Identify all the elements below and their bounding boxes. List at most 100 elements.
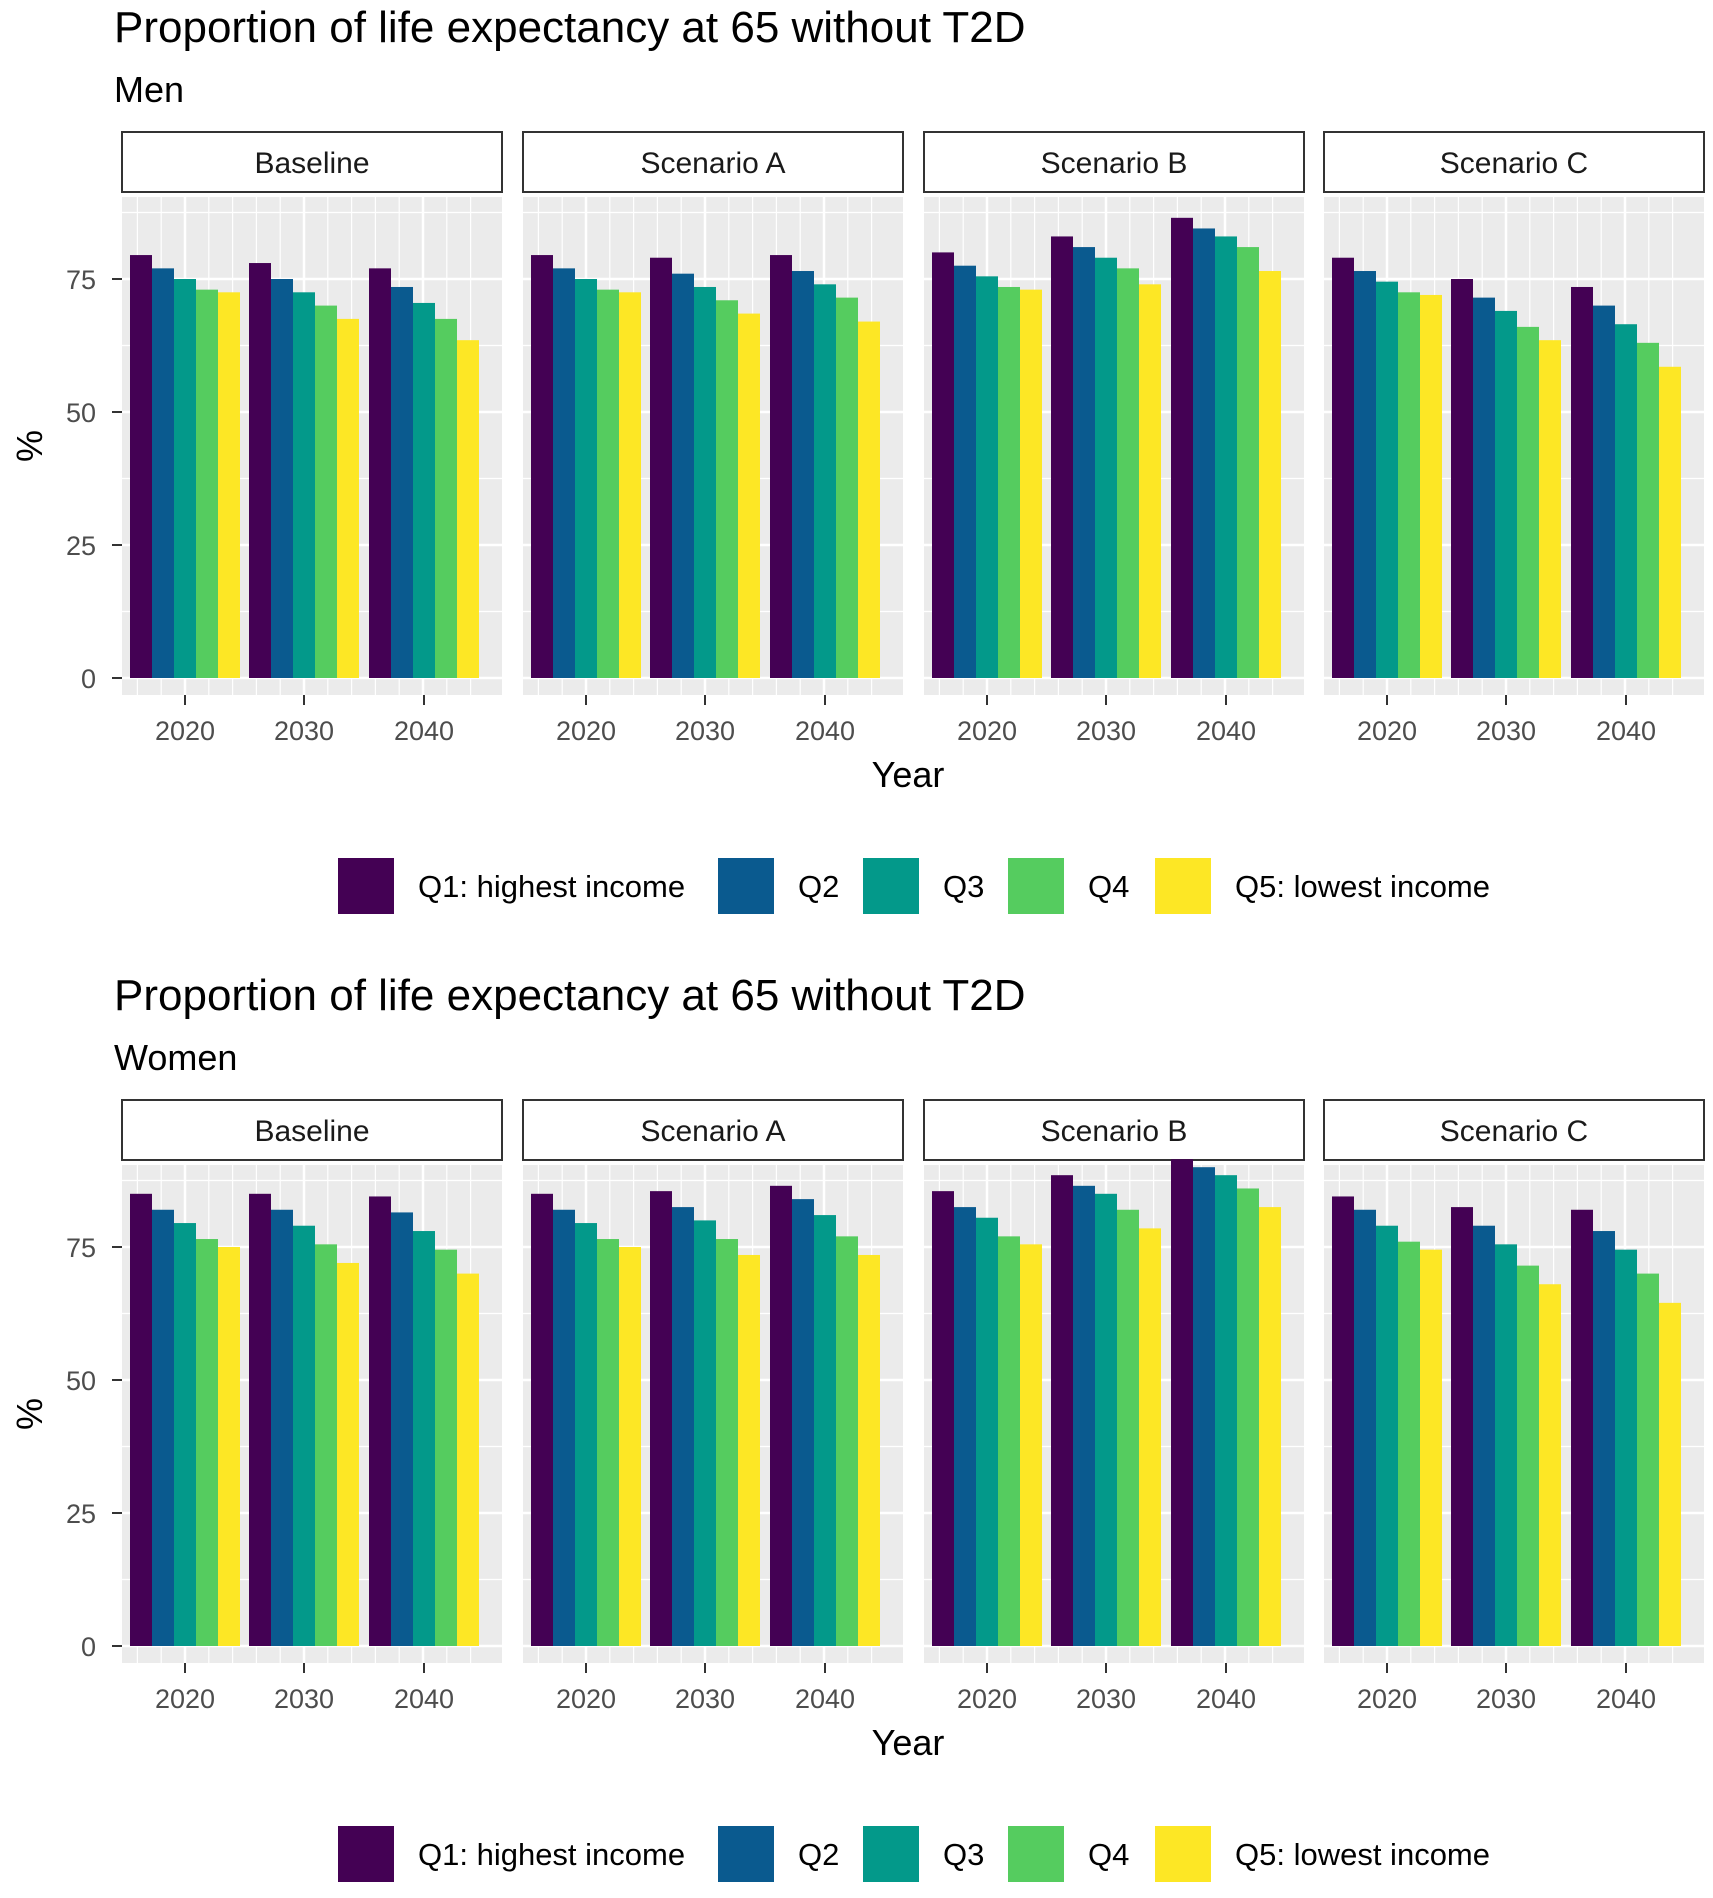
facet-strip-label: Scenario A: [640, 1115, 785, 1148]
chart-subtitle: Women: [114, 1037, 237, 1078]
bar-q4: [1398, 292, 1420, 678]
bar-q5: [1420, 1249, 1442, 1646]
bar-q2: [1193, 228, 1215, 678]
bar-q1: [1051, 236, 1073, 678]
facet-strip-label: Baseline: [254, 147, 369, 180]
bar-q3: [694, 1220, 716, 1646]
bar-q3: [1495, 310, 1517, 678]
legend-label-q2: Q2: [798, 1837, 839, 1872]
x-tick-label: 2040: [394, 1684, 454, 1714]
bar-q1: [1051, 1175, 1073, 1646]
legend-label-q4: Q4: [1088, 1837, 1129, 1872]
bar-q4: [435, 1249, 457, 1646]
bar-q2: [1073, 1185, 1095, 1646]
bar-q3: [293, 292, 315, 678]
legend-swatch-q3: [863, 858, 919, 914]
chart-subtitle: Men: [114, 69, 184, 110]
bar-q3: [293, 1225, 315, 1646]
bar-q1: [1571, 286, 1593, 678]
bar-q2: [271, 1209, 293, 1646]
legend-label-q3: Q3: [943, 1837, 984, 1872]
bar-q2: [1593, 1231, 1615, 1646]
legend-swatch-q3: [863, 1826, 919, 1882]
x-tick-label: 2020: [1357, 716, 1417, 746]
chart-men: Proportion of life expectancy at 65 with…: [9, 3, 1705, 914]
x-tick-label: 2030: [675, 1684, 735, 1714]
bar-q4: [1517, 1265, 1539, 1646]
bar-q4: [836, 297, 858, 678]
legend-label-q1: Q1: highest income: [418, 1837, 685, 1872]
bar-q5: [858, 321, 880, 678]
y-axis-title: %: [9, 430, 50, 462]
bar-q2: [553, 268, 575, 678]
bar-q1: [770, 255, 792, 678]
bar-q1: [369, 268, 391, 678]
bar-q5: [1020, 289, 1042, 678]
bar-q2: [553, 1209, 575, 1646]
bar-q3: [1095, 1193, 1117, 1646]
bar-q2: [1473, 297, 1495, 678]
bar-q5: [1259, 1207, 1281, 1646]
bar-q1: [770, 1185, 792, 1646]
bar-q3: [575, 1223, 597, 1646]
facet-strip-label: Scenario C: [1440, 147, 1588, 180]
bar-q2: [391, 286, 413, 678]
legend-label-q1: Q1: highest income: [418, 869, 685, 904]
bar-q5: [457, 1273, 479, 1646]
x-tick-label: 2030: [675, 716, 735, 746]
x-tick-label: 2030: [1476, 716, 1536, 746]
bar-q5: [1659, 1302, 1681, 1646]
bar-q5: [1659, 366, 1681, 678]
bar-q4: [1237, 1188, 1259, 1646]
bar-q3: [1095, 257, 1117, 678]
x-tick-label: 2030: [1476, 1684, 1536, 1714]
bar-q1: [130, 1193, 152, 1646]
legend-label-q2: Q2: [798, 869, 839, 904]
chart-women: Proportion of life expectancy at 65 with…: [9, 971, 1705, 1882]
bar-q4: [716, 300, 738, 678]
y-tick-label: 0: [81, 1632, 96, 1662]
chart-title: Proportion of life expectancy at 65 with…: [114, 971, 1025, 1020]
bar-q5: [1259, 271, 1281, 678]
bar-q3: [976, 1217, 998, 1646]
legend-swatch-q1: [338, 858, 394, 914]
facet-strip: [121, 131, 503, 193]
legend-label-q4: Q4: [1088, 869, 1129, 904]
bar-q5: [1139, 1228, 1161, 1646]
bar-q3: [1215, 236, 1237, 678]
legend-swatch-q1: [338, 1826, 394, 1882]
bar-q1: [531, 1193, 553, 1646]
bar-q5: [1539, 340, 1561, 678]
bar-q4: [1637, 342, 1659, 678]
bar-q4: [998, 1236, 1020, 1646]
x-tick-label: 2040: [1196, 1684, 1256, 1714]
bar-q2: [1193, 1167, 1215, 1646]
bar-q3: [814, 284, 836, 678]
bar-q5: [1539, 1284, 1561, 1646]
bar-q3: [1376, 281, 1398, 678]
x-tick-label: 2030: [1076, 1684, 1136, 1714]
bar-q3: [694, 286, 716, 678]
bar-q1: [1171, 1159, 1193, 1646]
bar-q1: [531, 255, 553, 678]
x-tick-label: 2020: [556, 716, 616, 746]
facet-strip: [121, 1099, 503, 1161]
bar-q5: [218, 292, 240, 678]
bar-q3: [413, 1231, 435, 1646]
bar-q3: [174, 279, 196, 678]
bar-q4: [1517, 326, 1539, 678]
facet-strip: [923, 1099, 1305, 1161]
bar-q5: [1420, 294, 1442, 678]
bar-q4: [716, 1239, 738, 1646]
x-axis-title: Year: [872, 754, 945, 795]
bar-q1: [369, 1196, 391, 1646]
y-tick-label: 0: [81, 664, 96, 694]
bar-q4: [597, 1239, 619, 1646]
x-tick-label: 2020: [957, 1684, 1017, 1714]
y-axis-title: %: [9, 1398, 50, 1430]
bar-q1: [1571, 1209, 1593, 1646]
bar-q5: [1020, 1244, 1042, 1646]
legend-swatch-q2: [718, 1826, 774, 1882]
bar-q1: [932, 1191, 954, 1646]
facet-strip: [522, 131, 904, 193]
